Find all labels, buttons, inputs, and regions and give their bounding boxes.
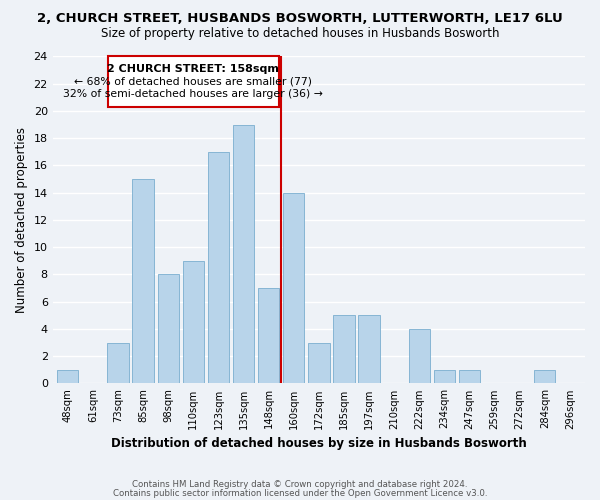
Bar [233, 124, 254, 384]
Text: 2, CHURCH STREET, HUSBANDS BOSWORTH, LUTTERWORTH, LE17 6LU: 2, CHURCH STREET, HUSBANDS BOSWORTH, LUT… [37, 12, 563, 26]
Text: Contains public sector information licensed under the Open Government Licence v3: Contains public sector information licen… [113, 488, 487, 498]
Text: Contains HM Land Registry data © Crown copyright and database right 2024.: Contains HM Land Registry data © Crown c… [132, 480, 468, 489]
Bar [409, 329, 430, 384]
Bar [258, 288, 279, 384]
Bar [333, 316, 355, 384]
Text: 32% of semi-detached houses are larger (36) →: 32% of semi-detached houses are larger (… [64, 88, 323, 99]
X-axis label: Distribution of detached houses by size in Husbands Bosworth: Distribution of detached houses by size … [111, 437, 527, 450]
Bar [108, 56, 278, 107]
Bar [283, 192, 304, 384]
Bar [434, 370, 455, 384]
Text: Size of property relative to detached houses in Husbands Bosworth: Size of property relative to detached ho… [101, 28, 499, 40]
Bar [158, 274, 179, 384]
Bar [133, 179, 154, 384]
Bar [57, 370, 79, 384]
Bar [534, 370, 556, 384]
Text: ← 68% of detached houses are smaller (77): ← 68% of detached houses are smaller (77… [74, 76, 312, 86]
Bar [208, 152, 229, 384]
Bar [308, 342, 329, 384]
Text: 2 CHURCH STREET: 158sqm: 2 CHURCH STREET: 158sqm [107, 64, 279, 74]
Bar [107, 342, 128, 384]
Y-axis label: Number of detached properties: Number of detached properties [15, 127, 28, 313]
Bar [182, 261, 204, 384]
Bar [358, 316, 380, 384]
Bar [459, 370, 480, 384]
